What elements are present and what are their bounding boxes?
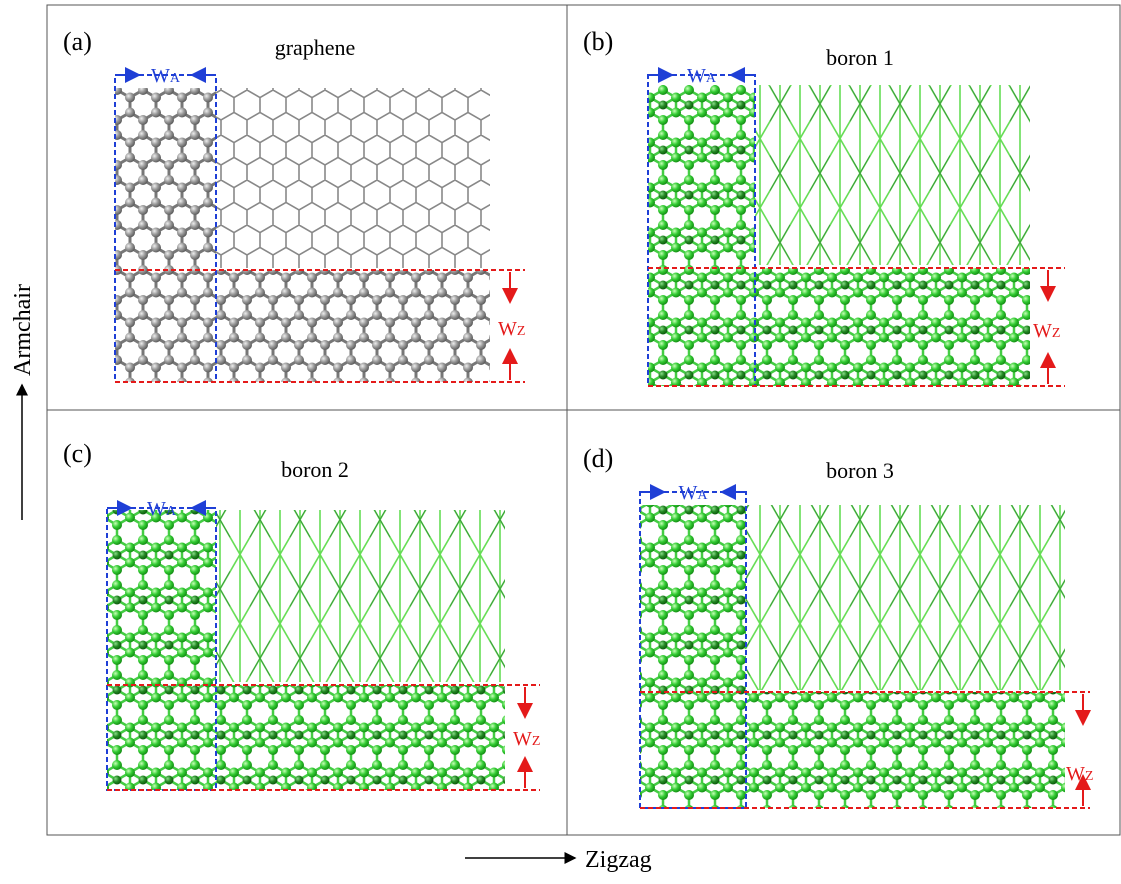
wa-sub: A (697, 488, 708, 503)
wz-main: W (498, 318, 517, 340)
panel-title: boron 1 (826, 45, 894, 70)
panel-label: (c) (63, 439, 92, 468)
wa-label: WA (147, 498, 177, 520)
wa-label: WA (687, 65, 717, 87)
ball-lattice (746, 692, 1065, 808)
wa-sub: A (170, 71, 181, 86)
ball-lattice (115, 88, 216, 382)
wz-main: W (1033, 320, 1052, 342)
wire-lattice (755, 85, 1030, 265)
wire-lattice (216, 510, 505, 682)
wz-sub: Z (1052, 326, 1061, 341)
panel-title: boron 3 (826, 458, 894, 483)
wa-label: WA (151, 65, 181, 87)
ball-lattice (216, 270, 490, 382)
armchair-label: Armchair (10, 284, 36, 376)
wz-label: WZ (1066, 763, 1093, 785)
ball-lattice (648, 85, 755, 386)
wz-main: W (1066, 763, 1085, 785)
wz-main: W (513, 728, 532, 750)
wa-main: W (151, 65, 170, 87)
figure: Armchair Zigzag (a)grapheneWAWZ(b)boron … (0, 0, 1121, 879)
ball-lattice (755, 268, 1030, 386)
wa-main: W (687, 65, 706, 87)
wire-lattice (746, 505, 1065, 690)
wire-lattice (216, 88, 490, 268)
wz-label: WZ (513, 728, 540, 750)
wa-main: W (147, 498, 166, 520)
wz-sub: Z (532, 734, 541, 749)
panel-label: (a) (63, 27, 92, 56)
wz-sub: Z (1085, 769, 1094, 784)
wa-sub: A (166, 504, 177, 519)
wa-label: WA (678, 482, 708, 504)
panel-title: graphene (275, 35, 356, 60)
wa-sub: A (706, 71, 717, 86)
wz-label: WZ (498, 318, 525, 340)
panel-label: (d) (583, 444, 613, 473)
wz-sub: Z (517, 324, 526, 339)
ball-lattice (640, 505, 746, 808)
panel-title: boron 2 (281, 457, 349, 482)
panel-label: (b) (583, 27, 613, 56)
wz-label: WZ (1033, 320, 1060, 342)
ball-lattice (216, 685, 505, 790)
zigzag-label: Zigzag (585, 847, 652, 873)
ball-lattice (107, 510, 216, 790)
wa-main: W (678, 482, 697, 504)
